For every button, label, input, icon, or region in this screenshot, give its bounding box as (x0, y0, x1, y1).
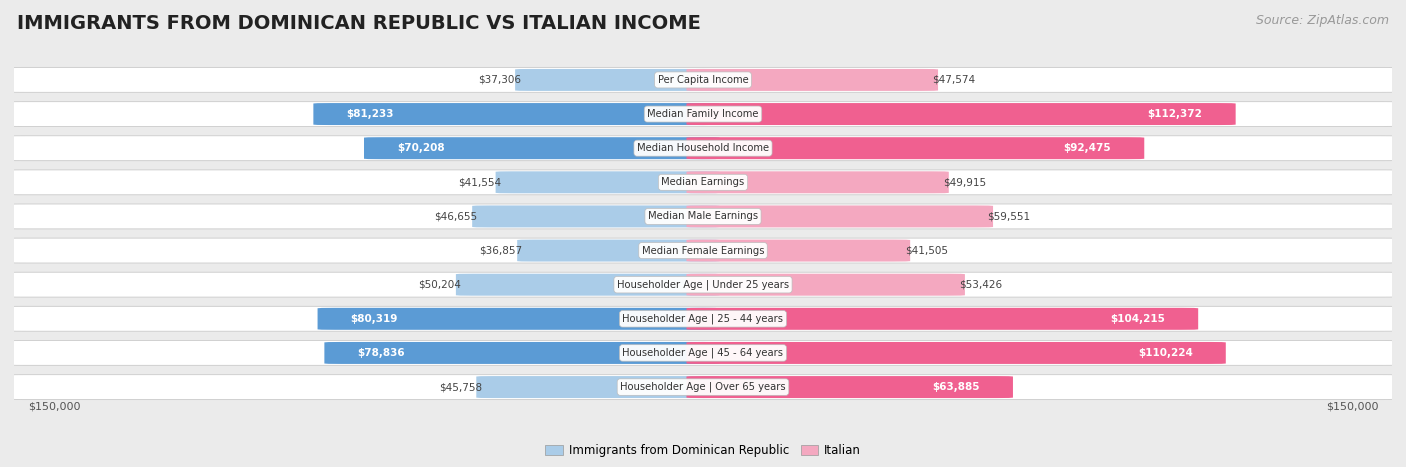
FancyBboxPatch shape (686, 240, 910, 262)
Text: $92,475: $92,475 (1063, 143, 1111, 153)
Text: $80,319: $80,319 (350, 314, 398, 324)
Text: Median Family Income: Median Family Income (647, 109, 759, 119)
Text: Householder Age | Over 65 years: Householder Age | Over 65 years (620, 382, 786, 392)
FancyBboxPatch shape (4, 67, 1402, 92)
FancyBboxPatch shape (4, 272, 1402, 297)
Text: Source: ZipAtlas.com: Source: ZipAtlas.com (1256, 14, 1389, 27)
Text: $112,372: $112,372 (1147, 109, 1202, 119)
Text: Householder Age | Under 25 years: Householder Age | Under 25 years (617, 279, 789, 290)
Text: $70,208: $70,208 (396, 143, 444, 153)
FancyBboxPatch shape (4, 238, 1402, 263)
FancyBboxPatch shape (4, 375, 1402, 400)
Text: $150,000: $150,000 (28, 402, 80, 412)
Text: $37,306: $37,306 (478, 75, 520, 85)
FancyBboxPatch shape (4, 102, 1402, 127)
Text: Median Female Earnings: Median Female Earnings (641, 246, 765, 255)
Text: $110,224: $110,224 (1137, 348, 1192, 358)
FancyBboxPatch shape (686, 69, 938, 91)
FancyBboxPatch shape (686, 274, 965, 296)
Text: Householder Age | 45 - 64 years: Householder Age | 45 - 64 years (623, 348, 783, 358)
Text: Median Household Income: Median Household Income (637, 143, 769, 153)
Text: Median Male Earnings: Median Male Earnings (648, 212, 758, 221)
FancyBboxPatch shape (686, 205, 993, 227)
Text: $41,505: $41,505 (904, 246, 948, 255)
FancyBboxPatch shape (4, 136, 1402, 161)
Text: $63,885: $63,885 (932, 382, 980, 392)
Text: $50,204: $50,204 (419, 280, 461, 290)
FancyBboxPatch shape (477, 376, 720, 398)
Text: $49,915: $49,915 (943, 177, 987, 187)
Legend: Immigrants from Dominican Republic, Italian: Immigrants from Dominican Republic, Ital… (540, 439, 866, 462)
Text: $53,426: $53,426 (959, 280, 1002, 290)
Text: $59,551: $59,551 (987, 212, 1031, 221)
FancyBboxPatch shape (314, 103, 720, 125)
Text: IMMIGRANTS FROM DOMINICAN REPUBLIC VS ITALIAN INCOME: IMMIGRANTS FROM DOMINICAN REPUBLIC VS IT… (17, 14, 700, 33)
FancyBboxPatch shape (686, 342, 1226, 364)
FancyBboxPatch shape (686, 308, 1198, 330)
FancyBboxPatch shape (4, 340, 1402, 365)
Text: $81,233: $81,233 (346, 109, 394, 119)
Text: $46,655: $46,655 (434, 212, 478, 221)
Text: Per Capita Income: Per Capita Income (658, 75, 748, 85)
FancyBboxPatch shape (456, 274, 720, 296)
FancyBboxPatch shape (4, 204, 1402, 229)
Text: Householder Age | 25 - 44 years: Householder Age | 25 - 44 years (623, 313, 783, 324)
FancyBboxPatch shape (364, 137, 720, 159)
FancyBboxPatch shape (495, 171, 720, 193)
FancyBboxPatch shape (686, 103, 1236, 125)
FancyBboxPatch shape (686, 137, 1144, 159)
FancyBboxPatch shape (686, 376, 1012, 398)
FancyBboxPatch shape (4, 306, 1402, 331)
Text: $41,554: $41,554 (458, 177, 501, 187)
Text: $36,857: $36,857 (479, 246, 523, 255)
FancyBboxPatch shape (517, 240, 720, 262)
Text: $104,215: $104,215 (1111, 314, 1166, 324)
FancyBboxPatch shape (4, 170, 1402, 195)
Text: Median Earnings: Median Earnings (661, 177, 745, 187)
Text: $78,836: $78,836 (357, 348, 405, 358)
Text: $150,000: $150,000 (1326, 402, 1378, 412)
Text: $45,758: $45,758 (439, 382, 482, 392)
FancyBboxPatch shape (515, 69, 720, 91)
Text: $47,574: $47,574 (932, 75, 976, 85)
FancyBboxPatch shape (472, 205, 720, 227)
FancyBboxPatch shape (686, 171, 949, 193)
FancyBboxPatch shape (318, 308, 720, 330)
FancyBboxPatch shape (325, 342, 720, 364)
